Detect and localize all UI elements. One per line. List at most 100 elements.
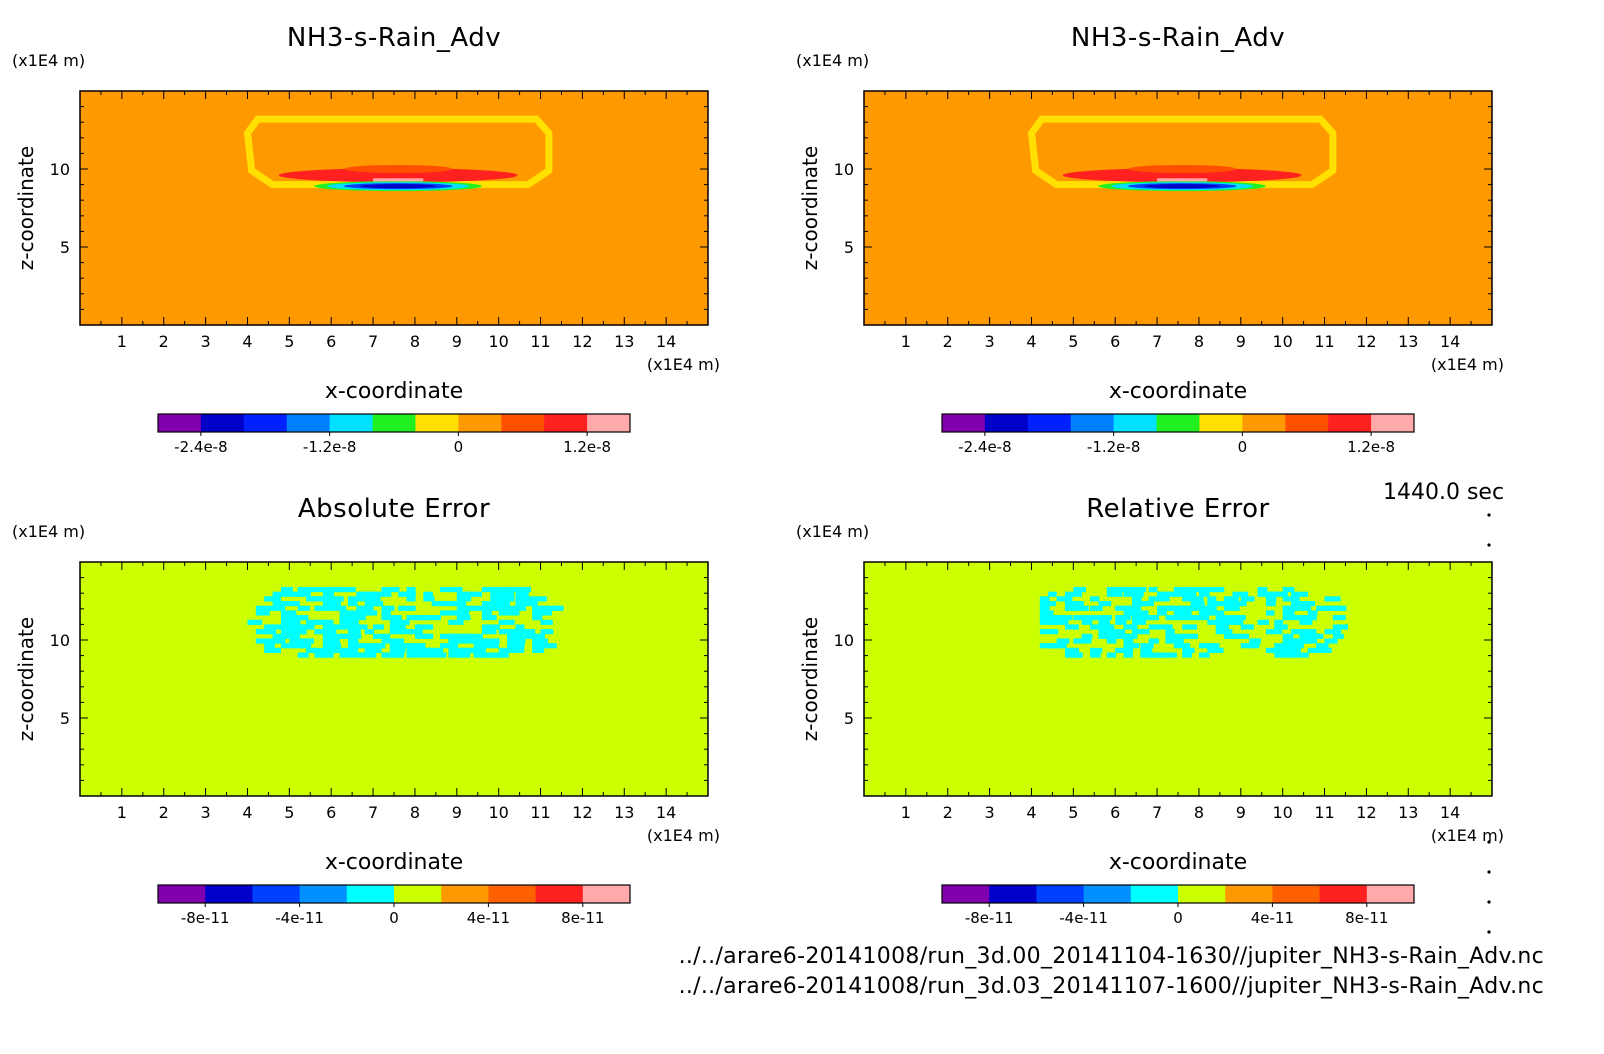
error-cell [456,647,469,653]
error-cell [255,605,274,611]
error-cell [272,633,289,639]
error-cell [1182,586,1194,593]
x-tick-label: 1 [117,803,127,822]
error-cell [1316,643,1329,649]
error-cell [498,619,515,625]
colorbar-segment [441,885,489,903]
error-cell [331,605,347,611]
error-cell [1039,601,1056,607]
error-cell [389,652,405,658]
error-cell [540,619,553,625]
error-cell [297,591,311,597]
error-cell [247,619,263,625]
error-cell [1215,586,1225,593]
error-cell [1073,601,1084,607]
error-cell [1157,652,1167,658]
error-cell [1299,633,1312,639]
error-cell [1198,652,1210,658]
error-cell [515,638,526,644]
error-cell [272,647,281,653]
error-cell [498,596,515,602]
error-cell [523,601,538,607]
error-cell [389,619,404,625]
error-cell [347,596,365,602]
error-cell [280,615,292,621]
error-cell [1056,619,1069,625]
colorbar-segment [1027,414,1072,432]
error-cell [272,591,290,597]
error-cell [1098,629,1115,635]
error-cell [1165,629,1175,635]
error-cell [532,638,548,644]
error-cell [280,633,297,639]
error-cell [347,615,366,621]
error-cell [1240,596,1255,602]
error-cell [1257,586,1268,593]
x-unit-label: (x1E4 m) [647,826,720,845]
y-axis: 5 10 [834,577,1492,781]
x-tick-label: 3 [201,803,211,822]
positive-lobe [278,168,518,183]
error-cell [356,591,371,597]
error-cell [280,643,291,649]
error-cell [1257,591,1272,597]
error-cell [1173,610,1192,616]
error-cell [515,605,526,611]
margin-dot [1487,543,1491,547]
error-cell [1115,586,1128,593]
error-cell [1332,605,1347,611]
x-tick-label: 14 [656,803,676,822]
colorbar: -8e-11 -4e-11 0 4e-11 8e-11 [941,884,1415,927]
x-tick-label: 2 [159,332,169,351]
x-tick-label: 4 [242,332,252,351]
colorbar-segment [1319,885,1368,903]
error-cell [339,610,350,616]
error-cell [1173,591,1189,597]
x-tick-label: 9 [1236,803,1246,822]
error-cell [1073,605,1089,611]
error-cell [481,586,495,593]
error-cell [456,638,469,644]
error-cell [1291,652,1309,658]
error-cell [289,638,303,644]
error-cell [1173,586,1187,593]
error-cell [540,605,557,611]
error-cell [1106,638,1117,644]
error-cell [322,624,334,630]
colorbar-segment [984,414,1029,432]
negative-center [1144,184,1220,189]
error-cell [465,638,478,644]
error-cell [456,605,475,611]
x-tick-label: 3 [985,332,995,351]
colorbar-segment [1285,414,1329,432]
error-cell [406,591,416,597]
error-cell [1307,615,1317,621]
error-cell [1307,638,1318,644]
error-cell [1140,643,1154,649]
error-cell [1299,629,1311,635]
error-cell [264,596,278,602]
x-tick-label: 6 [1110,803,1120,822]
error-cell [406,586,416,593]
error-cell [398,629,410,635]
x-tick-label: 6 [1110,332,1120,351]
error-cell [347,629,361,635]
error-cell [1282,643,1298,649]
error-cell [1249,638,1261,644]
error-cell [1131,596,1142,602]
x-tick-label: 7 [368,803,378,822]
error-cell [490,591,506,597]
y-axis-label: z-coordinate [798,617,822,741]
error-cell [1316,647,1332,653]
field-background [80,91,708,325]
error-cell [1173,615,1184,621]
error-cell [1090,652,1101,658]
error-cell [356,610,372,616]
error-cell [498,591,515,597]
x-tick-label: 3 [201,332,211,351]
error-cell [431,647,444,653]
error-cell [1207,596,1217,602]
y-unit-label: (x1E4 m) [796,51,869,70]
error-cell [1081,615,1097,621]
colorbar-segment [1242,414,1286,432]
